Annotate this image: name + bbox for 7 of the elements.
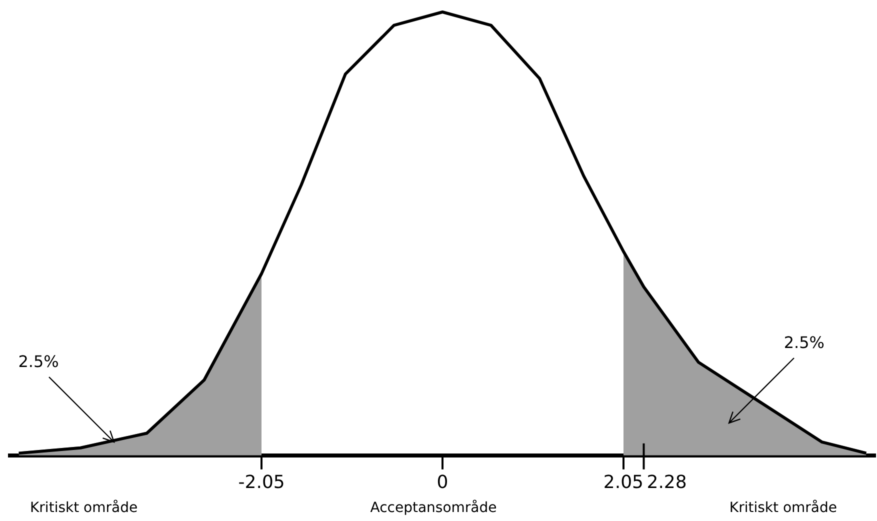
text: Kritiskt område [30, 500, 138, 516]
x-tick-label: 0 [436, 472, 448, 493]
text: Kritiskt område [729, 500, 837, 516]
x-tick-label: -2.05 [238, 472, 285, 493]
ref-line-label: 2.28 [646, 472, 687, 494]
text: Acceptansområde [370, 500, 497, 516]
x-tick-label: 2.05 [603, 472, 644, 493]
